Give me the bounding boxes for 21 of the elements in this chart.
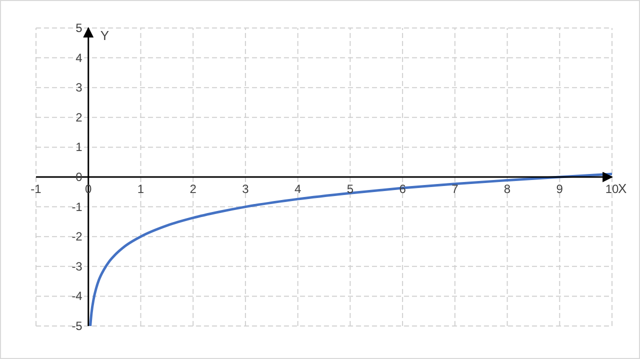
x-tick-label: 8 — [504, 182, 511, 196]
x-tick-label: 10 — [605, 182, 619, 196]
y-tick-label: 1 — [76, 140, 83, 154]
x-tick-label: 9 — [556, 182, 564, 196]
y-tick-label: -4 — [72, 289, 83, 304]
y-tick-label: 2 — [76, 110, 83, 124]
y-tick-label: -2 — [72, 230, 83, 244]
x-tick-label: -1 — [30, 182, 42, 196]
x-axis-title: X — [618, 181, 627, 196]
y-tick-label: -3 — [72, 259, 83, 274]
x-tick-label: 2 — [190, 182, 197, 196]
x-tick-label: 7 — [452, 182, 459, 196]
y-tick-label: -5 — [72, 319, 83, 333]
y-tick-label: 5 — [76, 21, 83, 35]
y-axis-title: Y — [100, 28, 110, 43]
x-tick-label: 4 — [294, 182, 302, 196]
x-tick-label: 3 — [242, 182, 250, 196]
x-tick-label: 1 — [137, 182, 144, 196]
y-tick-label: 3 — [76, 80, 83, 95]
y-tick-label: -1 — [72, 200, 83, 214]
y-tick-label: 4 — [76, 50, 83, 65]
